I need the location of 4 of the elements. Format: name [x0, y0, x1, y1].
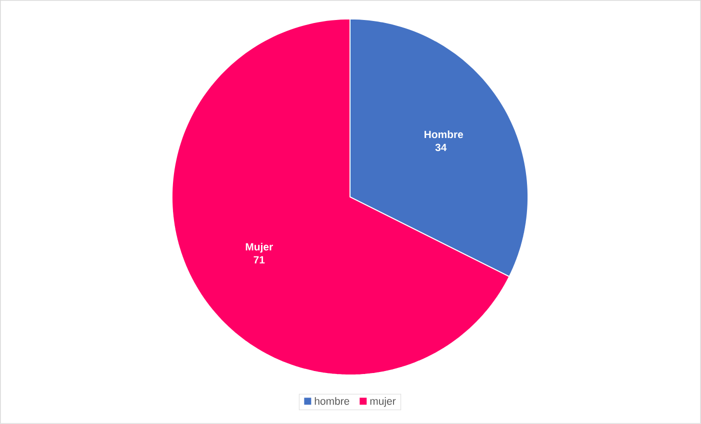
- legend-label: hombre: [314, 397, 350, 405]
- data-label: Hombre 34: [424, 130, 464, 152]
- data-label: Mujer 71: [246, 242, 273, 264]
- legend-label: mujer: [370, 397, 396, 407]
